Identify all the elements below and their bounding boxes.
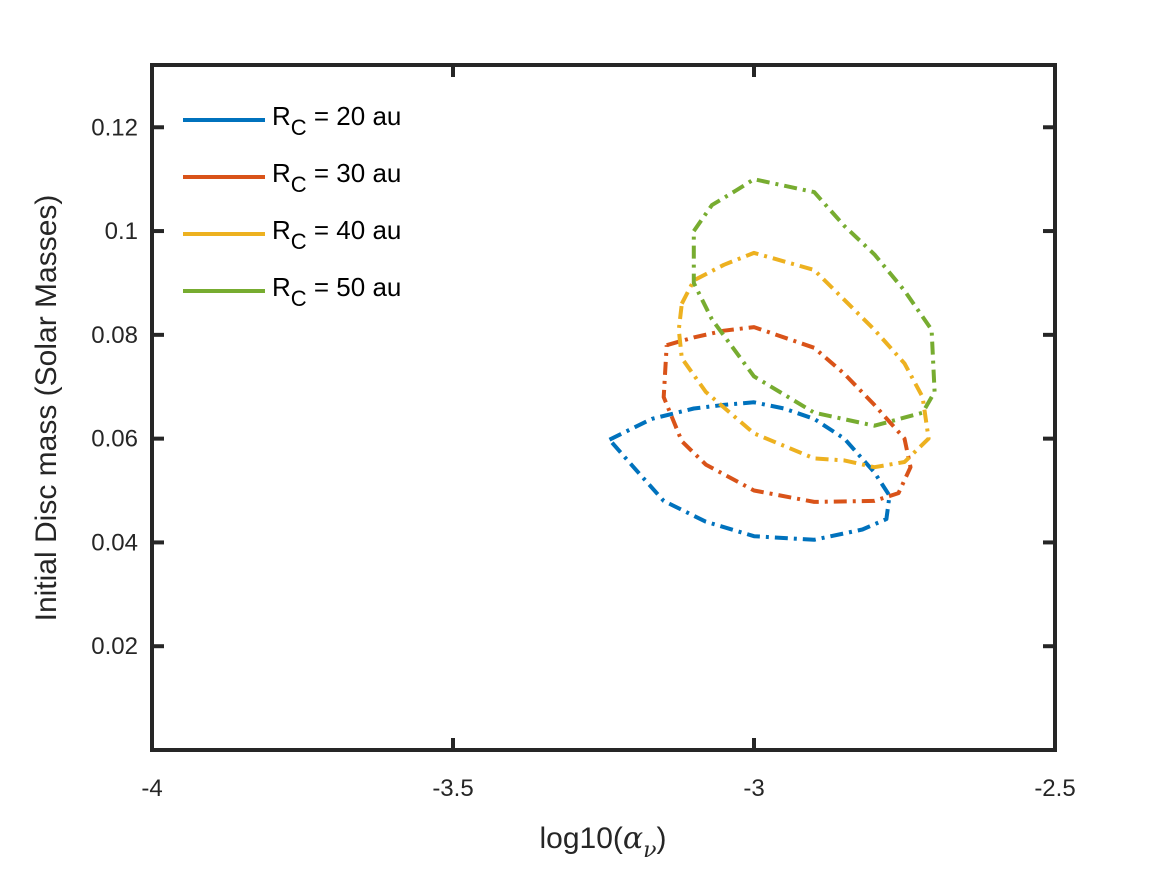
contour-series-4: [691, 177, 937, 428]
x-axis-label-suffix: ): [657, 822, 667, 855]
plot-area: [607, 177, 937, 542]
y-tick-label: 0.08: [91, 322, 138, 349]
axes-box: [150, 63, 1057, 752]
legend-label-4: RC = 50 au: [272, 272, 401, 311]
x-axis-label-prefix: log10(: [539, 822, 622, 855]
x-tick-label: -3: [743, 775, 764, 802]
x-axis-label: log10(αν): [539, 821, 666, 863]
x-tick-label: -4: [141, 775, 162, 802]
y-axis-label: Initial Disc mass (Solar Masses): [30, 195, 63, 622]
contour-series-3: [676, 250, 931, 470]
y-tick-label: 0.1: [105, 218, 138, 245]
legend-label-3: RC = 40 au: [272, 215, 401, 254]
axes: -4 -3.5 -3 -2.5 0.02 0.04 0.06 0.08 0.1 0.12: [91, 63, 1076, 802]
x-tick-label: -3.5: [432, 775, 473, 802]
legend: RC = 20 au RC = 30 au RC = 40 au RC = 50 au: [183, 101, 401, 311]
x-tick-label: -2.5: [1034, 775, 1075, 802]
legend-label-2: RC = 30 au: [272, 158, 401, 197]
x-axis-label-alpha: α: [623, 821, 643, 856]
contour-series-2: [661, 325, 913, 504]
y-tick-label: 0.02: [91, 633, 138, 660]
x-axis-label-nu: ν: [643, 838, 656, 863]
y-tick-label: 0.06: [91, 426, 138, 453]
contour-series-1: [607, 400, 892, 542]
y-tick-label: 0.12: [91, 114, 138, 141]
legend-label-1: RC = 20 au: [272, 101, 401, 140]
y-tick-label: 0.04: [91, 529, 138, 556]
